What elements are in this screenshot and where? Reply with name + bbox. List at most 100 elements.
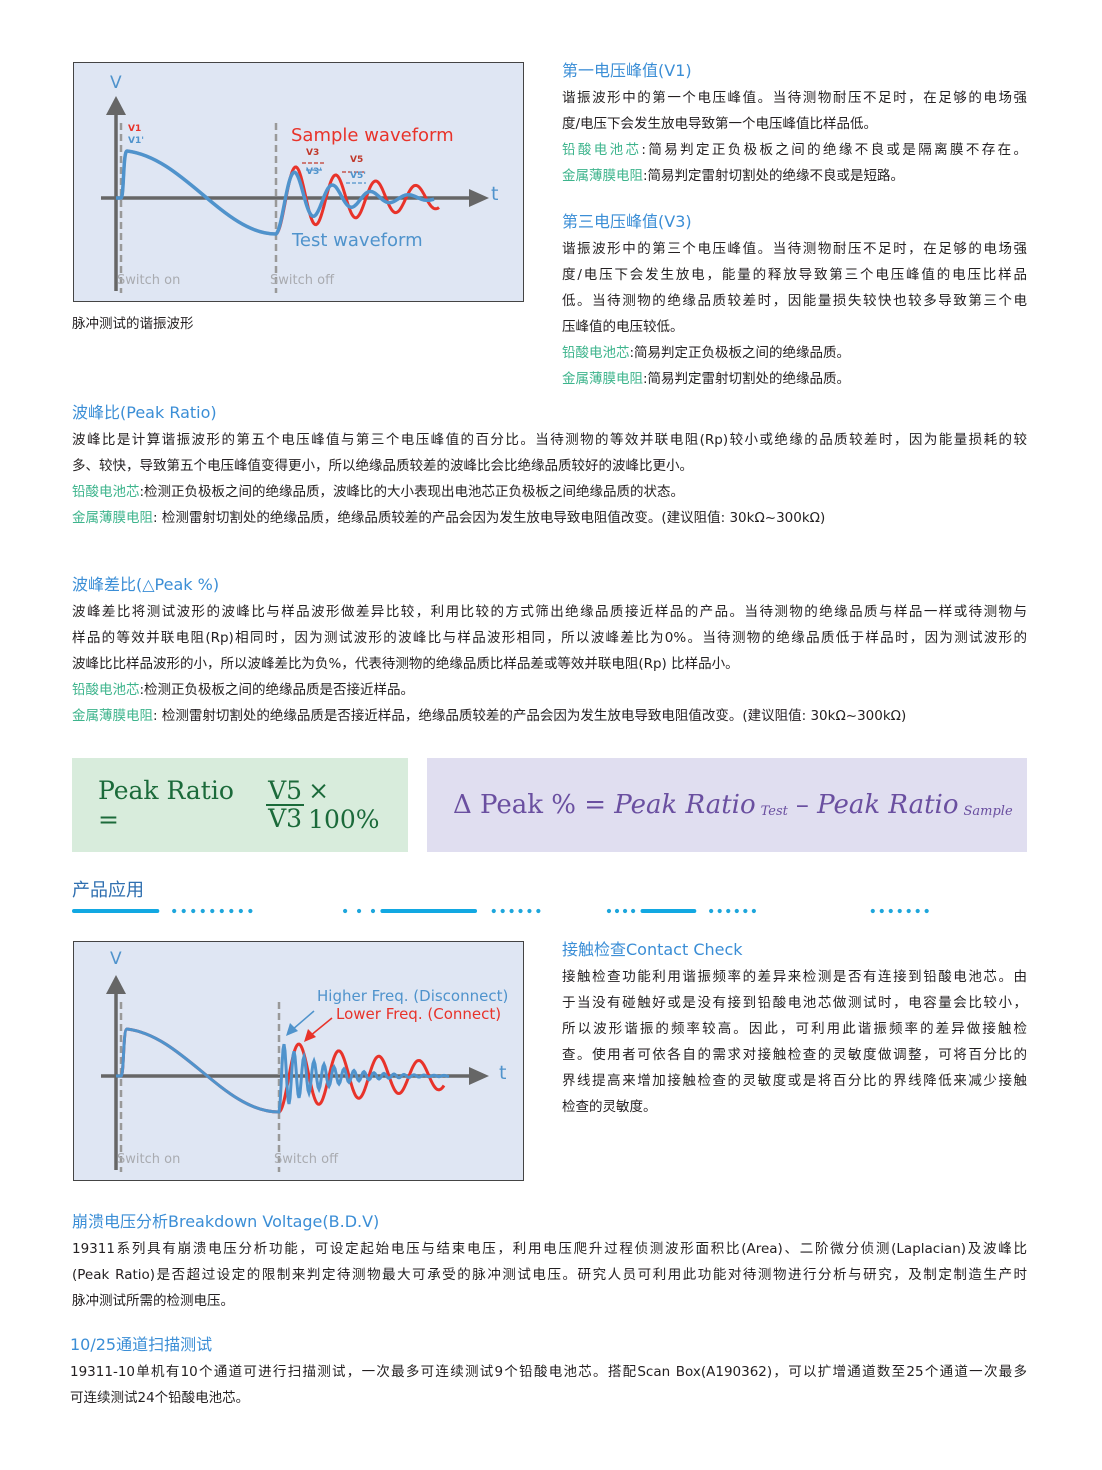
paragraph-line: 接触检查功能利用谐振频率的差异来检测是否有连接到铅酸电池芯。由 xyxy=(562,969,1027,985)
divider-dot xyxy=(606,908,612,914)
section-title: 第一电压峰值(V1) xyxy=(562,61,692,80)
divider-dot xyxy=(717,908,722,914)
lower-freq-pointer xyxy=(309,1017,333,1037)
contact-check-figure: V Higher Freq. (Disconnect) Lower Freq. … xyxy=(73,941,524,1181)
note-text: : 检测雷射切割处的绝缘品质，绝缘品质较差的产品会因为发生放电导致电阻值改变。(… xyxy=(153,510,826,526)
divider-dot xyxy=(181,908,186,914)
axis-label-t: t xyxy=(491,183,499,205)
label-v1: V1 xyxy=(128,124,142,134)
divider-dot xyxy=(743,908,748,914)
divider-dot xyxy=(915,908,920,914)
note-label-film-resistor: 金属薄膜电阻 xyxy=(562,371,643,387)
minus: – xyxy=(795,790,809,820)
paragraph-line: 度/电压下会发生放电导致第一个电压峰值比样品低。 xyxy=(562,116,878,132)
subscript-test: Test xyxy=(760,803,788,819)
paragraph-line: 波峰比是计算谐振波形的第五个电压峰值与第三个电压峰值的百分比。当待测物的等效并联… xyxy=(72,432,1027,448)
lower-freq-waveform-line xyxy=(116,1027,446,1114)
subscript-sample: Sample xyxy=(963,803,1013,819)
waveform-plot xyxy=(101,96,489,293)
paragraph-line: 19311系列具有崩溃电压分析功能，可设定起始电压与结束电压，利用电压爬升过程侦… xyxy=(72,1241,1027,1257)
section-title: 10/25通道扫描测试 xyxy=(70,1335,213,1354)
section-contact-check: 接触检查Contact Check 接触检查功能利用谐振频率的差异来检测是否有连… xyxy=(562,938,1027,1120)
divider-dot xyxy=(172,908,177,914)
note-text: :简易判定正负极板之间的绝缘不良或是隔离膜不存在。 xyxy=(641,142,1027,158)
axis-label-v: V xyxy=(110,949,122,969)
v-axis-arrow-icon xyxy=(106,96,126,115)
formula-lhs: Peak Ratio = xyxy=(98,776,234,834)
peak-ratio-formula: Peak Ratio = V5 V3 × 100% xyxy=(72,758,408,852)
axis-label-t: t xyxy=(499,1062,507,1084)
higher-freq-pointer xyxy=(291,1010,315,1031)
paragraph-line: 于当没有碰触好或是没有接到铅酸电池芯做测试时，电容量会比较小， xyxy=(562,995,1027,1011)
term-test: Peak Ratio xyxy=(614,790,756,820)
switch-off-label: Switch off xyxy=(270,273,335,288)
divider-dot xyxy=(210,908,215,914)
paragraph-line: 脉冲测试所需的检测电压。 xyxy=(72,1293,234,1309)
label-v1-prime: V1' xyxy=(128,136,144,146)
divider-dot xyxy=(879,908,884,914)
divider-dot xyxy=(200,908,205,914)
paragraph-line: 谐振波形中的第三个电压峰值。当待测物耐压不足时，在足够的电场强 xyxy=(562,241,1027,257)
note-label-lead-acid: 铅酸电池芯 xyxy=(562,142,642,158)
label-v5: V5 xyxy=(350,155,364,165)
divider-dot xyxy=(924,908,929,914)
divider-dot xyxy=(622,908,628,914)
note-text: :简易判定正负极板之间的绝缘品质。 xyxy=(629,345,851,361)
note-label-film-resistor: 金属薄膜电阻 xyxy=(72,708,153,724)
section-channel-scan: 10/25通道扫描测试 19311-10单机有10个通道可进行扫描测试，一次最多… xyxy=(70,1333,1027,1411)
note-label-film-resistor: 金属薄膜电阻 xyxy=(562,168,643,184)
note-text: :简易判定雷射切割处的绝缘不良或是短路。 xyxy=(643,168,905,184)
label-v3-prime: V3' xyxy=(306,167,322,177)
sample-waveform-label: Sample waveform xyxy=(291,125,454,146)
divider-dot xyxy=(751,908,756,914)
paragraph-line: 所以波形谐振的频率较高。因此，可利用此谐振频率的差异做接触检 xyxy=(562,1021,1027,1037)
paragraph-line: 检查的灵敏度。 xyxy=(562,1099,657,1115)
section-breakdown-voltage: 崩溃电压分析Breakdown Voltage(B.D.V) 19311系列具有… xyxy=(72,1210,1027,1314)
divider-dot xyxy=(726,908,731,914)
section-title: 波峰差比(△Peak %) xyxy=(72,575,220,594)
divider-dot xyxy=(906,908,911,914)
lower-freq-arrow-icon xyxy=(304,1029,316,1042)
divider-dot xyxy=(897,908,902,914)
divider-dot xyxy=(500,908,505,914)
divider-dot xyxy=(219,908,224,914)
higher-freq-label: Higher Freq. (Disconnect) xyxy=(317,987,509,1005)
divider-dot xyxy=(527,908,532,914)
formula-rhs: × 100% xyxy=(308,776,380,834)
denominator: V3 xyxy=(268,804,303,833)
t-axis-arrow-icon xyxy=(469,1067,489,1085)
divider-dot xyxy=(248,908,253,914)
term-sample: Peak Ratio xyxy=(817,790,959,820)
note-label-lead-acid: 铅酸电池芯 xyxy=(72,682,140,698)
switch-on-label: Switch on xyxy=(117,1152,181,1167)
divider-dot xyxy=(343,908,348,914)
paragraph-line: 度/电压下会发生放电，能量的释放导致第三个电压峰值的电压比样品 xyxy=(562,267,1027,283)
higher-freq-waveform-line xyxy=(116,1027,450,1114)
divider-dot xyxy=(370,908,376,914)
paragraph-line: 波峰比比样品波形的小，所以波峰差比为负%，代表待测物的绝缘品质比样品差或等效并联… xyxy=(72,656,739,672)
section-v3: 第三电压峰值(V3) 谐振波形中的第三个电压峰值。当待测物耐压不足时，在足够的电… xyxy=(562,210,1027,392)
divider-dot xyxy=(614,908,620,914)
label-v5-prime: V5' xyxy=(350,171,366,181)
numerator: V5 xyxy=(266,776,305,806)
divider-dot xyxy=(709,908,714,914)
axis-label-v: V xyxy=(110,73,122,93)
label-v3: V3 xyxy=(306,148,320,158)
switch-on-label: Switch on xyxy=(117,273,181,288)
decorative-divider xyxy=(72,908,1027,914)
t-axis-arrow-icon xyxy=(469,189,489,207)
divider-dot xyxy=(238,908,243,914)
note-text: :检测正负极板之间的绝缘品质是否接近样品。 xyxy=(139,682,415,698)
lower-freq-label: Lower Freq. (Connect) xyxy=(336,1005,502,1023)
section-delta-peak: 波峰差比(△Peak %) 波峰差比将测试波形的波峰比与样品波形做差异比较，利用… xyxy=(72,573,1027,729)
note-label-lead-acid: 铅酸电池芯 xyxy=(72,484,140,500)
divider-dot xyxy=(191,908,196,914)
paragraph-line: 19311-10单机有10个通道可进行扫描测试，一次最多可连续测试9个铅酸电池芯… xyxy=(70,1364,1027,1380)
paragraph-line: 界线提高来增加接触检查的灵敏度或是将百分比的界线降低来减少接触 xyxy=(562,1073,1027,1089)
paragraph-line: (Peak Ratio)是否超过设定的限制来判定待测物最大可承受的脉冲测试电压。… xyxy=(72,1267,1027,1283)
waveform-plot xyxy=(101,975,489,1172)
fraction: V5 V3 xyxy=(266,776,305,833)
section-peak-ratio: 波峰比(Peak Ratio) 波峰比是计算谐振波形的第五个电压峰值与第三个电压… xyxy=(72,401,1027,531)
test-waveform-label: Test waveform xyxy=(292,230,423,251)
applications-heading: 产品应用 xyxy=(72,880,144,901)
